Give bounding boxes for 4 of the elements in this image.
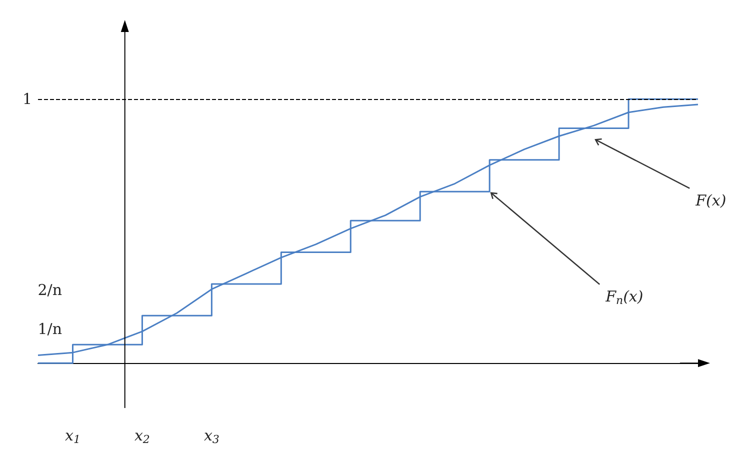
annotation: F(x)	[694, 191, 726, 210]
ref-line-label: 1	[22, 90, 32, 108]
annotation: 1/n	[38, 320, 62, 338]
annotation: 2/n	[38, 280, 62, 299]
